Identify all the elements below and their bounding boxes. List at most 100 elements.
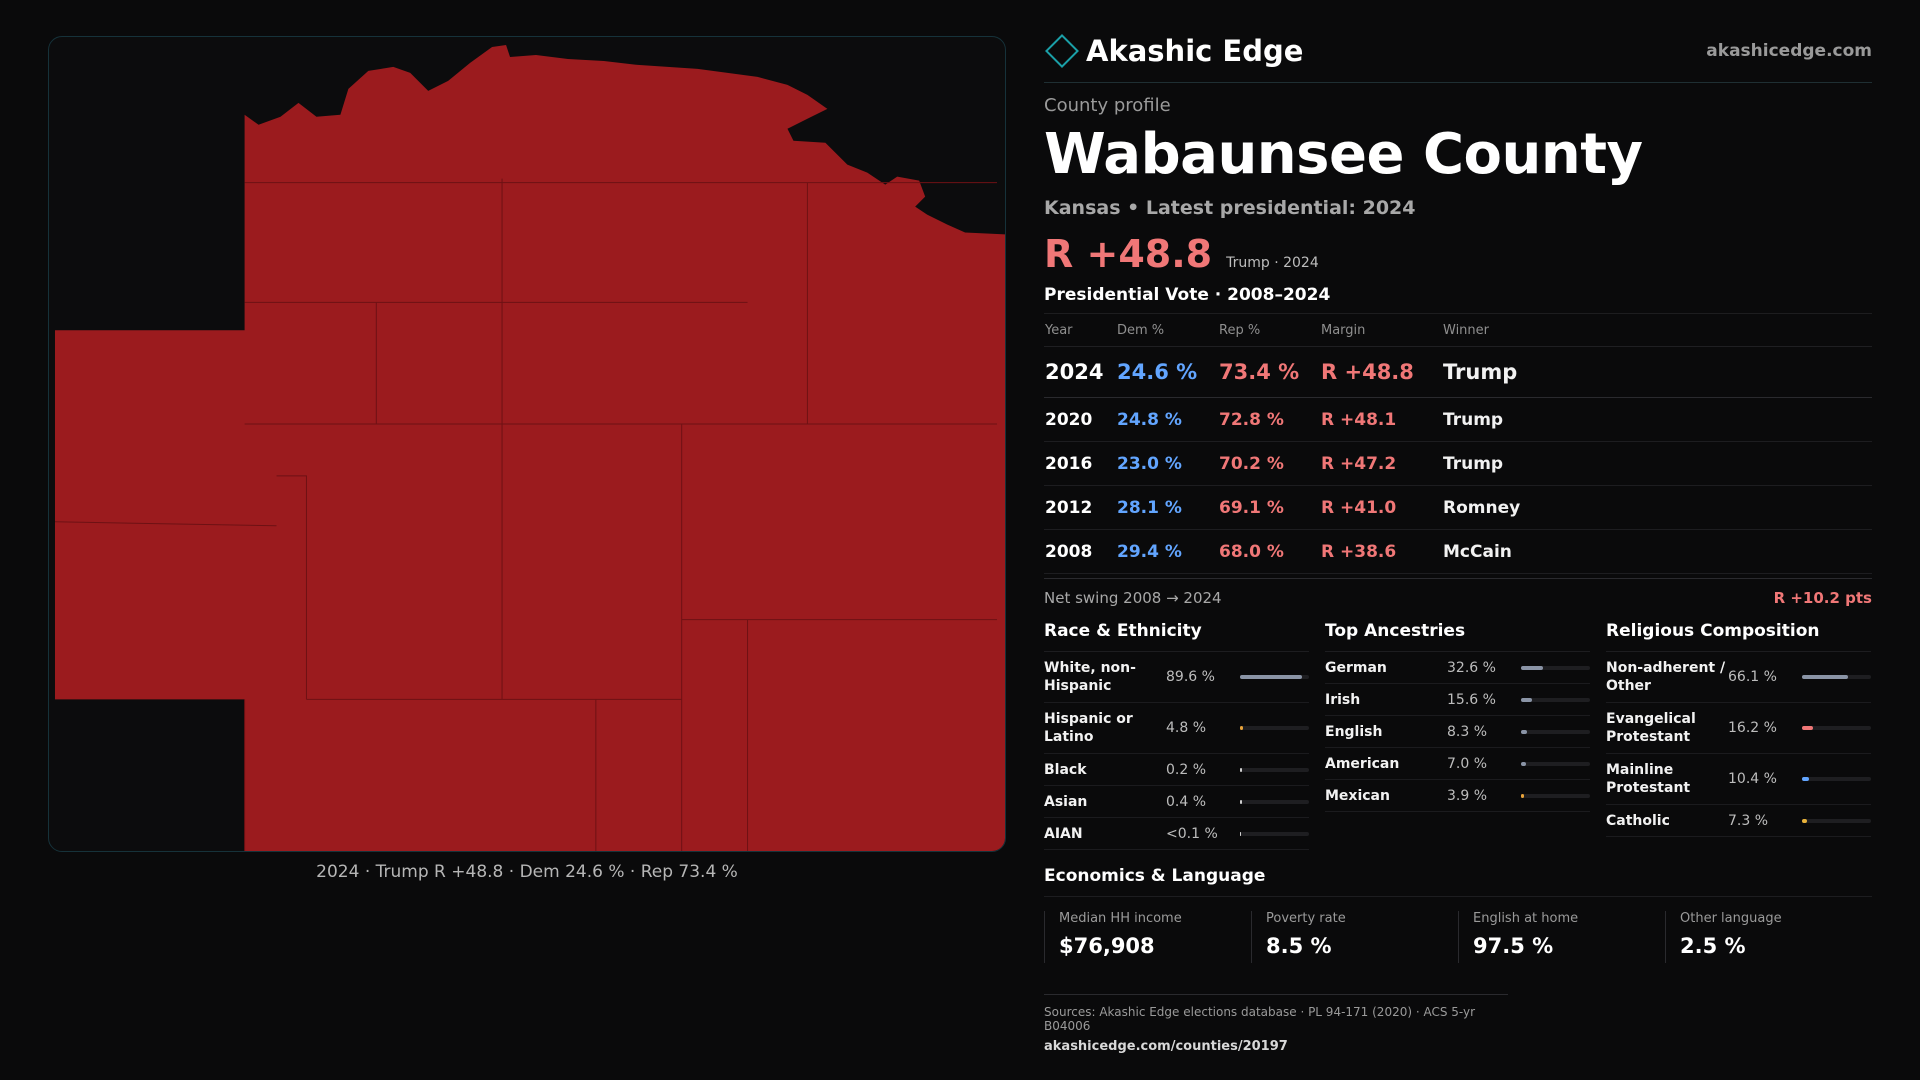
religion-label: Non-adherent / Other [1606,660,1726,694]
stat-value: 97.5 % [1473,934,1554,958]
race-value: 0.2 % [1166,761,1207,778]
religion-list: Non-adherent / Other 66.1 % Evangelical Pr… [1606,652,1871,837]
cell-winner: Trump [1442,441,1872,486]
race-bar [1240,726,1309,730]
col-margin: Margin [1320,314,1442,347]
religion-row: Mainline Protestant 10.4 % [1606,754,1871,805]
county-profile-panel: Akashic Edge akashicedge.com County prof… [1044,28,1872,963]
race-bar [1240,799,1309,804]
religion-bar [1802,777,1871,781]
page-subtitle: Kansas • Latest presidential: 2024 [1044,197,1416,219]
col-year: Year [1044,314,1116,347]
table-row: 2020 24.8 % 72.8 % R +48.1 Trump [1044,397,1872,442]
cell-rep: 72.8 % [1218,397,1320,442]
religion-value: 16.2 % [1728,720,1777,736]
stat-label: Other language [1680,911,1782,926]
table-row: 2008 29.4 % 68.0 % R +38.6 McCain [1044,529,1872,574]
ancestry-bar-fill [1521,793,1524,798]
ancestry-bar-fill [1521,729,1527,734]
cell-dem: 24.6 % [1116,346,1218,398]
demographics: Race & Ethnicity White, non-Hispanic 89.6… [1044,621,1872,850]
sources-line: Sources: Akashic Edge elections database… [1044,1005,1476,1033]
ancestry-row: Mexican 3.9 % [1325,780,1590,812]
ancestry-list: German 32.6 % Irish 15.6 % English 8.3 % Ameri… [1325,652,1590,812]
cell-year: 2012 [1044,485,1116,530]
cell-year: 2016 [1044,441,1116,486]
brand[interactable]: Akashic Edge [1044,34,1303,68]
religion-row: Evangelical Protestant 16.2 % [1606,703,1871,754]
religion-row: Non-adherent / Other 66.1 % [1606,652,1871,703]
religion-label: Mainline Protestant [1606,762,1691,796]
page-kicker: County profile [1044,95,1171,116]
race-list: White, non-Hispanic 89.6 % Hispanic or Lat… [1044,652,1309,850]
race-value: 89.6 % [1166,669,1215,685]
ancestry-bar [1521,729,1590,734]
ancestry-bar [1521,761,1590,766]
cell-year: 2024 [1044,346,1116,398]
ancestry-section: Top Ancestries German 32.6 % Irish 15.6 % En… [1325,621,1590,850]
cell-dem: 28.1 % [1116,485,1218,530]
religion-value: 10.4 % [1728,771,1777,787]
ancestry-row: Irish 15.6 % [1325,684,1590,716]
race-bar-fill [1240,831,1242,836]
race-ethnicity-section: Race & Ethnicity White, non-Hispanic 89.6… [1044,621,1309,850]
votes-heading: Presidential Vote · 2008–2024 [1044,285,1872,314]
ancestry-value: 8.3 % [1447,723,1488,740]
religion-bar [1802,675,1871,679]
ancestry-bar [1521,665,1590,670]
religion-value: 7.3 % [1728,812,1769,829]
stat-label: Poverty rate [1266,911,1346,926]
race-row: AIAN <0.1 % [1044,818,1309,850]
county-map[interactable] [48,36,1006,852]
stat-value: 8.5 % [1266,934,1332,958]
religion-label: Catholic [1606,812,1670,829]
ancestry-bar-fill [1521,665,1544,670]
cell-dem: 29.4 % [1116,529,1218,574]
race-heading: Race & Ethnicity [1044,621,1309,652]
stat-poverty-rate: Poverty rate 8.5 % [1251,911,1458,963]
map-caption: 2024 · Trump R +48.8 · Dem 24.6 % · Rep … [316,862,738,882]
cell-winner: Romney [1442,485,1872,530]
ancestry-label: English [1325,723,1383,740]
race-bar-fill [1240,799,1243,804]
col-rep: Rep % [1218,314,1320,347]
site-link[interactable]: akashicedge.com [1706,41,1872,61]
ancestry-value: 3.9 % [1447,787,1488,804]
diamond-logo-icon [1045,34,1079,68]
cell-year: 2008 [1044,529,1116,574]
religion-row: Catholic 7.3 % [1606,805,1871,837]
religion-bar-fill [1802,726,1814,730]
ancestry-value: 32.6 % [1447,659,1496,676]
ancestry-bar-fill [1521,761,1526,766]
county-url-link[interactable]: akashicedge.com/counties/20197 [1044,1039,1288,1054]
ancestry-value: 7.0 % [1447,755,1488,772]
county-shape [54,44,1005,851]
race-row: White, non-Hispanic 89.6 % [1044,652,1309,703]
cell-rep: 70.2 % [1218,441,1320,486]
cell-rep: 68.0 % [1218,529,1320,574]
headline-margin: R +48.8 Trump · 2024 [1044,235,1872,273]
col-dem: Dem % [1116,314,1218,347]
cell-rep: 69.1 % [1218,485,1320,530]
race-row: Black 0.2 % [1044,754,1309,786]
religion-label: Evangelical Protestant [1606,711,1696,745]
stat-median-income: Median HH income $76,908 [1044,911,1251,963]
swing-label: Net swing 2008 → 2024 [1044,589,1222,607]
race-bar [1240,675,1309,679]
ancestry-label: Irish [1325,691,1361,708]
stat-english-home: English at home 97.5 % [1458,911,1665,963]
table-row: 2016 23.0 % 70.2 % R +47.2 Trump [1044,441,1872,486]
ancestry-row: American 7.0 % [1325,748,1590,780]
stat-label: English at home [1473,911,1579,926]
race-bar-fill [1240,675,1302,679]
township-lines [54,178,998,851]
cell-margin: R +47.2 [1320,441,1442,486]
page-title: Wabaunsee County [1044,122,1643,187]
cell-margin: R +48.8 [1320,346,1442,398]
brand-name: Akashic Edge [1086,34,1304,68]
col-winner: Winner [1442,314,1872,347]
ancestry-label: German [1325,659,1387,676]
ancestry-value: 15.6 % [1447,691,1496,708]
race-value: 4.8 % [1166,720,1207,736]
ancestry-label: American [1325,755,1400,772]
